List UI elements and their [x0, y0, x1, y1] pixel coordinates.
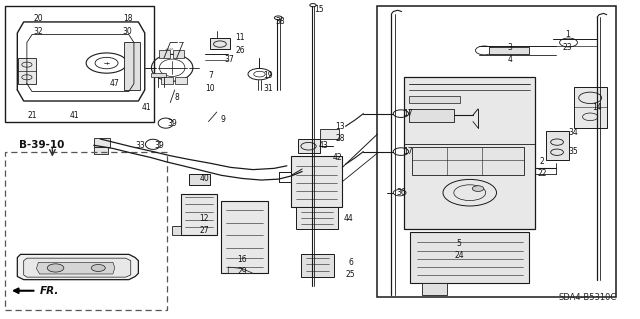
Polygon shape — [189, 174, 211, 185]
Text: 42: 42 — [333, 153, 342, 162]
Text: 5: 5 — [456, 239, 461, 248]
Polygon shape — [410, 232, 529, 283]
Polygon shape — [211, 38, 230, 49]
Text: 27: 27 — [199, 226, 209, 235]
Circle shape — [47, 264, 64, 272]
Polygon shape — [228, 267, 253, 273]
Text: 44: 44 — [344, 213, 353, 222]
Polygon shape — [159, 50, 170, 58]
Polygon shape — [320, 130, 339, 139]
Text: 12: 12 — [199, 213, 209, 222]
Polygon shape — [221, 201, 268, 273]
Text: 18: 18 — [123, 14, 132, 23]
Text: 39: 39 — [167, 119, 177, 128]
Text: 10: 10 — [205, 84, 215, 93]
Text: 2: 2 — [540, 157, 544, 166]
Text: 9: 9 — [221, 115, 225, 124]
Polygon shape — [181, 194, 217, 235]
Polygon shape — [175, 77, 188, 84]
Circle shape — [472, 186, 484, 191]
Text: 22: 22 — [537, 169, 547, 178]
Text: 24: 24 — [454, 251, 464, 260]
Text: 6: 6 — [348, 258, 353, 267]
Text: 33: 33 — [136, 141, 145, 150]
Bar — [4, 6, 154, 122]
Polygon shape — [151, 72, 166, 77]
Polygon shape — [124, 42, 140, 90]
Text: 15: 15 — [314, 5, 324, 14]
Text: 25: 25 — [346, 271, 355, 279]
Polygon shape — [36, 262, 115, 274]
Text: 35: 35 — [569, 147, 579, 156]
Text: FR.: FR. — [40, 286, 59, 296]
Polygon shape — [422, 283, 447, 295]
Polygon shape — [489, 47, 529, 54]
Text: 17: 17 — [403, 147, 413, 156]
Text: 13: 13 — [335, 122, 345, 131]
Polygon shape — [173, 50, 184, 58]
Text: 21: 21 — [28, 111, 36, 120]
Text: 7: 7 — [208, 71, 213, 80]
Polygon shape — [18, 58, 36, 84]
Polygon shape — [298, 139, 320, 153]
Text: 14: 14 — [593, 103, 602, 112]
Bar — [4, 152, 167, 310]
Text: 19: 19 — [263, 71, 273, 80]
Polygon shape — [172, 226, 181, 235]
Polygon shape — [546, 131, 568, 160]
Text: 31: 31 — [263, 84, 273, 93]
Polygon shape — [412, 147, 524, 175]
Polygon shape — [573, 87, 607, 128]
Text: 36: 36 — [397, 188, 406, 197]
Text: 8: 8 — [174, 93, 179, 102]
Text: 4: 4 — [508, 56, 513, 64]
Polygon shape — [161, 77, 173, 84]
Polygon shape — [24, 258, 131, 277]
Text: 30: 30 — [123, 27, 132, 36]
Text: 17: 17 — [403, 109, 413, 118]
Text: 41: 41 — [142, 103, 152, 112]
Text: 39: 39 — [154, 141, 164, 150]
Text: SDA4-B5310C: SDA4-B5310C — [558, 293, 616, 302]
Text: B-39-10: B-39-10 — [19, 140, 65, 150]
Polygon shape — [409, 96, 460, 103]
Text: 32: 32 — [33, 27, 43, 36]
Polygon shape — [404, 77, 536, 229]
Text: 16: 16 — [237, 255, 247, 263]
Text: 28: 28 — [335, 134, 345, 144]
Polygon shape — [409, 109, 454, 122]
Polygon shape — [291, 156, 342, 207]
Bar — [94, 147, 108, 154]
Text: 20: 20 — [33, 14, 43, 23]
Text: 37: 37 — [225, 56, 234, 64]
Text: 29: 29 — [237, 267, 247, 276]
Circle shape — [92, 264, 105, 271]
Text: 1: 1 — [565, 30, 570, 39]
Polygon shape — [301, 254, 334, 277]
Bar — [378, 6, 616, 297]
Polygon shape — [17, 254, 138, 280]
Text: 38: 38 — [276, 18, 285, 26]
Bar — [94, 138, 109, 147]
Text: 26: 26 — [236, 46, 245, 55]
Text: 43: 43 — [318, 141, 328, 150]
Text: 23: 23 — [563, 43, 572, 52]
Text: 34: 34 — [569, 128, 579, 137]
Text: 11: 11 — [236, 33, 245, 42]
Text: 40: 40 — [199, 174, 209, 183]
Text: 41: 41 — [70, 111, 79, 120]
Polygon shape — [296, 207, 338, 229]
Text: 47: 47 — [110, 79, 120, 88]
Text: 3: 3 — [508, 43, 513, 52]
